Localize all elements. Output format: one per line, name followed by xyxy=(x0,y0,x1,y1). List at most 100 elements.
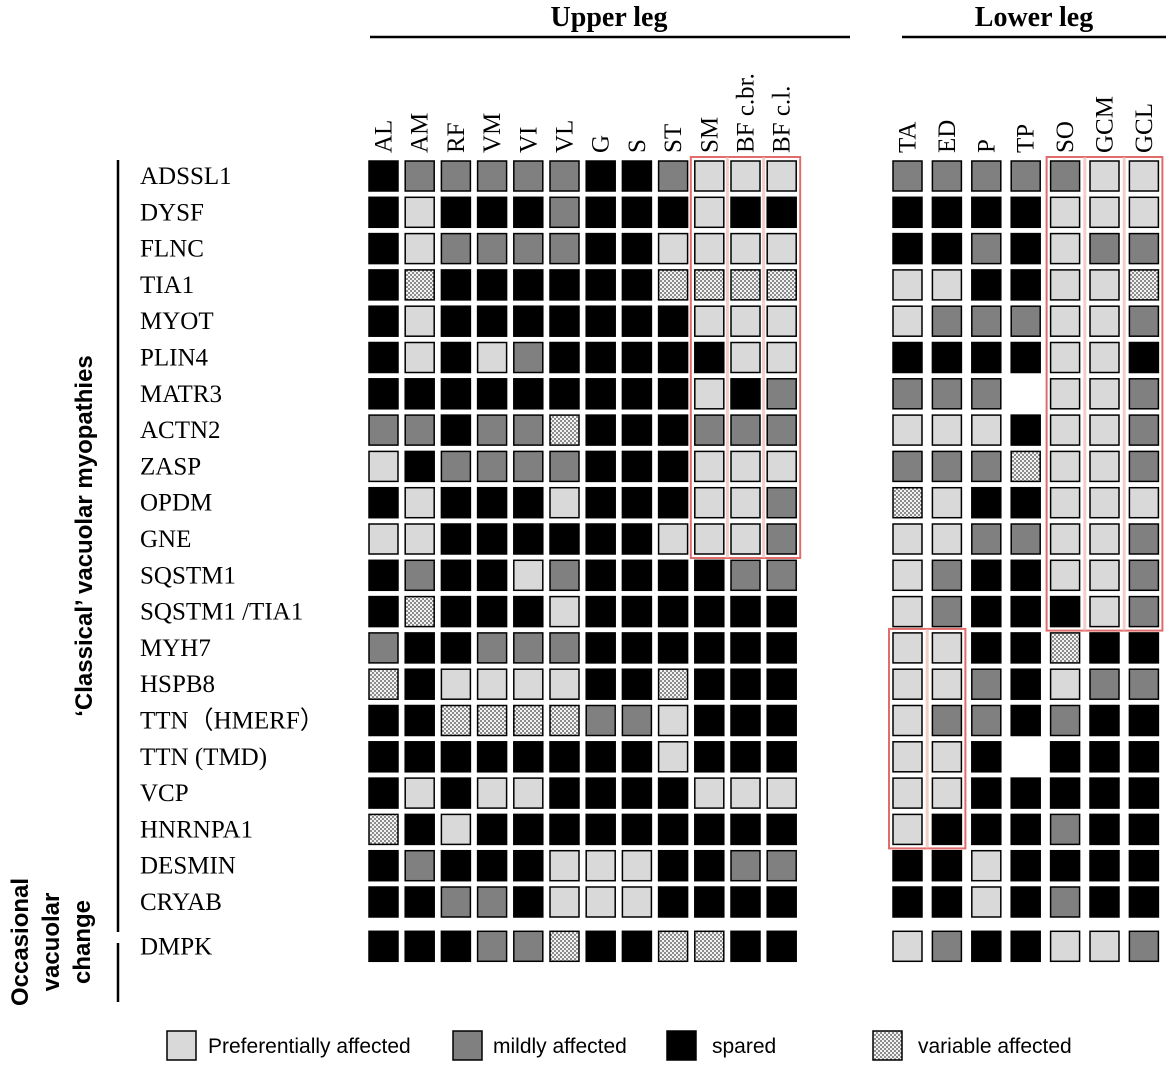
cell-desmin-bf-c-br xyxy=(730,849,761,882)
group-label-occasional-line2: vacuolar xyxy=(38,893,65,992)
cell-sqstm1-rf xyxy=(440,559,472,592)
cell-myot-al xyxy=(368,305,399,337)
cell-adssl1-bf-c-l xyxy=(766,160,797,192)
cell-ttn-tmd-al xyxy=(368,741,399,773)
cell-flnc-rf xyxy=(440,232,472,265)
cell-vcp-bf-c-br xyxy=(730,777,761,809)
cell-zasp-am xyxy=(404,450,435,483)
cell-matr3-am xyxy=(404,378,435,410)
cell-myh7-bf-c-br xyxy=(730,632,761,664)
cell-cryab-rf xyxy=(440,886,472,918)
cell-opdm-sm xyxy=(694,486,725,519)
cell-matr3-ta xyxy=(892,378,923,410)
cell-zasp-s xyxy=(621,450,653,483)
cell-cryab-st xyxy=(657,886,689,918)
cell-adssl1-ed xyxy=(931,160,963,192)
cell-cryab-g xyxy=(585,886,616,918)
cell-adssl1-gcm xyxy=(1089,160,1120,192)
col-label-lower-so: SO xyxy=(1052,121,1079,153)
cell-flnc-g xyxy=(585,232,616,265)
cell-dmpk-ta xyxy=(892,930,923,963)
group-label-occasional-line1: Occasional xyxy=(7,878,34,1006)
cell-flnc-sm xyxy=(694,232,725,265)
cell-gne-bf-c-l xyxy=(766,523,797,555)
cell-tia1-sm xyxy=(694,269,725,301)
cell-cryab-so xyxy=(1049,886,1081,918)
cell-myh7-gcm xyxy=(1089,632,1120,664)
cell-opdm-p xyxy=(971,486,1002,519)
cell-dmpk-tp xyxy=(1010,930,1041,963)
row-label-flnc: FLNC xyxy=(140,236,204,263)
cell-opdm-ta xyxy=(892,486,923,519)
cell-actn2-am xyxy=(404,414,435,446)
cell-sqstm1-bf-c-l xyxy=(766,559,797,592)
highlight-box-2 xyxy=(1045,156,1164,632)
cell-ttn-hmerf-vi xyxy=(513,704,544,737)
cell-matr3-gcl xyxy=(1128,378,1160,410)
cell-actn2-vl xyxy=(549,414,580,446)
cell-ttn-hmerf-gcl xyxy=(1128,704,1160,737)
cell-opdm-vl xyxy=(549,486,580,519)
cell-matr3-vm xyxy=(476,378,508,410)
cell-vcp-rf xyxy=(440,777,472,809)
cell-tia1-st xyxy=(657,269,689,301)
cell-gne-vl xyxy=(549,523,580,555)
cell-gne-tp xyxy=(1010,523,1041,555)
cell-desmin-vm xyxy=(476,849,508,882)
cell-ttn-tmd-p xyxy=(971,741,1002,773)
cell-hnrnpa1-ed xyxy=(931,813,963,846)
cell-desmin-vi xyxy=(513,849,544,882)
cell-opdm-st xyxy=(657,486,689,519)
cell-tia1-gcm xyxy=(1089,269,1120,301)
cell-hnrnpa1-st xyxy=(657,813,689,846)
cell-tia1-p xyxy=(971,269,1002,301)
cell-flnc-gcl xyxy=(1128,232,1160,265)
cell-sqstm1-tia1-bf-c-br xyxy=(730,595,761,628)
cell-opdm-al xyxy=(368,486,399,519)
cell-ttn-tmd-gcl xyxy=(1128,741,1160,773)
cell-desmin-tp xyxy=(1010,849,1041,882)
cell-vcp-vl xyxy=(549,777,580,809)
cell-adssl1-s xyxy=(621,160,653,192)
cell-actn2-bf-c-l xyxy=(766,414,797,446)
cell-zasp-vl xyxy=(549,450,580,483)
cell-desmin-so xyxy=(1049,849,1081,882)
cell-actn2-ed xyxy=(931,414,963,446)
cell-myot-am xyxy=(404,305,435,337)
cell-dmpk-sm xyxy=(694,930,725,963)
cell-sqstm1-bf-c-br xyxy=(730,559,761,592)
cell-gne-gcl xyxy=(1128,523,1160,555)
col-label-lower-gcm: GCM xyxy=(1092,96,1119,153)
cell-myot-s xyxy=(621,305,653,337)
cell-dmpk-g xyxy=(585,930,616,963)
cell-sqstm1-ta xyxy=(892,559,923,592)
cell-sqstm1-tia1-tp xyxy=(1010,595,1041,628)
cell-dysf-sm xyxy=(694,196,725,229)
cell-opdm-bf-c-l xyxy=(766,486,797,519)
cell-flnc-tp xyxy=(1010,232,1041,265)
cell-hspb8-st xyxy=(657,668,689,700)
cell-sqstm1-al xyxy=(368,559,399,592)
cell-cryab-bf-c-l xyxy=(766,886,797,918)
cell-hnrnpa1-sm xyxy=(694,813,725,846)
cell-myh7-gcl xyxy=(1128,632,1160,664)
cell-actn2-rf xyxy=(440,414,472,446)
cell-vcp-am xyxy=(404,777,435,809)
cell-ttn-tmd-ed xyxy=(931,741,963,773)
cell-adssl1-st xyxy=(657,160,689,192)
cell-zasp-ta xyxy=(892,450,923,483)
cell-cryab-gcl xyxy=(1128,886,1160,918)
cell-matr3-al xyxy=(368,378,399,410)
cell-hspb8-so xyxy=(1049,668,1081,700)
cell-dmpk-vi xyxy=(513,930,544,963)
cell-desmin-bf-c-l xyxy=(766,849,797,882)
cell-dmpk-bf-c-br xyxy=(730,930,761,963)
row-label-opdm: OPDM xyxy=(140,490,212,517)
cell-gne-g xyxy=(585,523,616,555)
cell-dysf-am xyxy=(404,196,435,229)
cell-matr3-so xyxy=(1049,378,1081,410)
cell-zasp-sm xyxy=(694,450,725,483)
legend-swatch-preferential xyxy=(166,1030,197,1061)
legend-label-mild: mildly affected xyxy=(493,1035,627,1058)
cell-sqstm1-tia1-ed xyxy=(931,595,963,628)
